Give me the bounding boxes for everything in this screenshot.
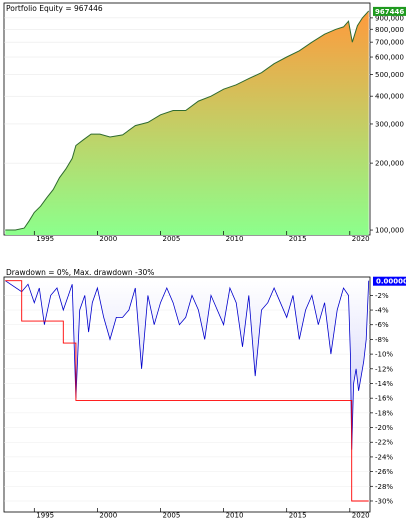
equity-area [5,10,369,236]
drawdown-plot-frame [3,276,371,513]
equity-y-axis: 100,000 200,000 300,000 400,000 500,000 600,0… [370,14,404,235]
drawdown-last-value: 0.00000 [376,278,408,286]
drawdown-y-tick-label: -28% [375,483,393,491]
drawdown-x-tick-label: 2000 [99,512,117,518]
drawdown-x-tick-label: 2005 [162,512,180,518]
equity-x-tick-label: 2000 [99,235,117,243]
drawdown-chart-title: Drawdown = 0%, Max. drawdown -30% [6,268,154,277]
drawdown-y-tick-label: -30% [375,497,393,505]
equity-x-tick-label: 2005 [162,235,180,243]
drawdown-area [5,280,369,450]
equity-y-tick-label: 800,000 [375,26,404,34]
equity-x-tick-label: 2010 [226,235,244,243]
drawdown-y-tick-label: -10% [375,351,393,359]
drawdown-y-axis: -2% -4% -6% -8% -10% -12% -14% -16% -18% -20% -22%… [370,292,393,505]
drawdown-y-tick-label: -20% [375,424,393,432]
drawdown-x-tick-label: 1995 [36,512,54,518]
equity-x-tick-label: 2020 [352,235,370,243]
equity-y-tick-label: 900,000 [375,14,404,22]
equity-y-tick-label: 500,000 [375,71,404,79]
drawdown-series-line [5,280,370,450]
equity-x-tick-label: 2015 [289,235,307,243]
drawdown-x-tick-label: 2015 [289,512,307,518]
equity-x-axis: 1995 2000 2005 2010 2015 2020 [33,231,370,243]
max-drawdown-line [5,280,369,502]
equity-y-tick-label: 600,000 [375,54,404,62]
equity-chart-title: Portfolio Equity = 967446 [6,4,103,13]
drawdown-last-value-box [373,276,406,286]
drawdown-y-tick-label: -14% [375,380,393,388]
drawdown-x-tick-label: 2020 [352,512,370,518]
equity-y-tick-label: 400,000 [375,93,404,101]
drawdown-x-tick-label: 2010 [226,512,244,518]
drawdown-y-tick-label: -6% [375,321,389,329]
drawdown-y-tick-label: -8% [375,336,389,344]
equity-x-tick-label: 1995 [36,235,54,243]
equity-y-tick-label: 100,000 [375,227,404,235]
drawdown-y-tick-label: -24% [375,453,393,461]
equity-series-line [5,10,370,231]
equity-panel: 100,000 200,000 300,000 400,000 500,000 600,0… [3,2,406,243]
drawdown-y-tick-label: -18% [375,409,393,417]
equity-last-value-box [373,6,406,16]
drawdown-y-tick-label: -4% [375,307,389,315]
equity-last-value: 967446 [375,8,404,16]
equity-y-tick-label: 700,000 [375,39,404,47]
equity-last-value-badge: 967446 [373,6,406,16]
drawdown-x-axis: 1995 2000 2005 2010 2015 2020 [33,508,370,518]
drawdown-y-tick-label: -26% [375,468,393,476]
drawdown-last-value-badge: 0.00000 [373,276,408,286]
drawdown-y-tick-label: -22% [375,439,393,447]
drawdown-panel: -2% -4% -6% -8% -10% -12% -14% -16% -18% -20% -22%… [3,268,408,518]
equity-y-tick-label: 300,000 [375,120,404,128]
drawdown-y-tick-label: -2% [375,292,389,300]
drawdown-y-tick-label: -12% [375,365,393,373]
drawdown-y-tick-label: -16% [375,395,393,403]
equity-y-tick-label: 200,000 [375,160,404,168]
